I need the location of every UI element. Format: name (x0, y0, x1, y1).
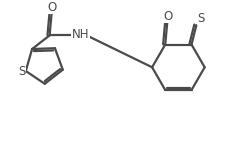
Text: NH: NH (72, 28, 89, 41)
Text: O: O (47, 1, 56, 14)
Text: O: O (163, 10, 173, 23)
Text: S: S (18, 64, 26, 78)
Text: S: S (198, 12, 205, 25)
